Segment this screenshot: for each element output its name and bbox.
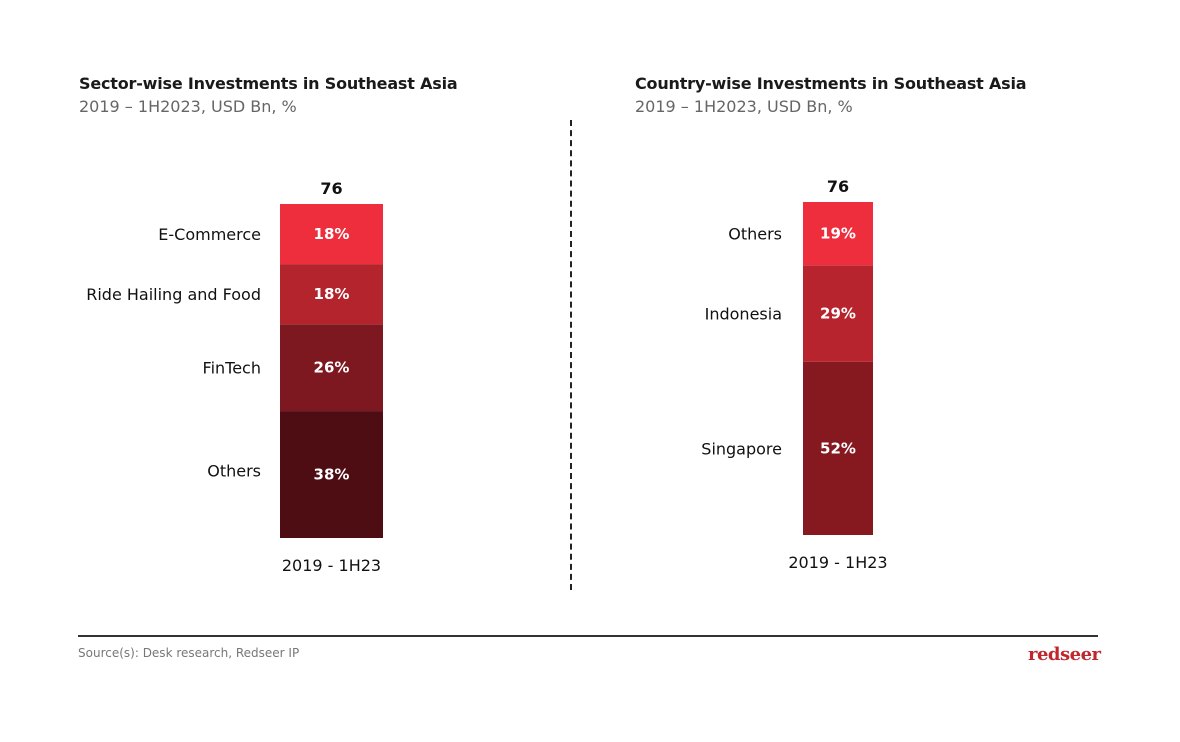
segment-category-label: Singapore [701, 439, 782, 458]
chart-divider [570, 120, 572, 590]
segment-category-label: E-Commerce [158, 225, 261, 244]
bar-segment-indonesia [803, 265, 873, 362]
bar-segment-singapore [803, 361, 873, 535]
chart-2-subtitle: 2019 – 1H2023, USD Bn, % [635, 97, 853, 116]
bar-total-label: 76 [320, 179, 342, 198]
chart-1-subtitle: 2019 – 1H2023, USD Bn, % [79, 97, 297, 116]
bar-total-label: 76 [827, 177, 849, 196]
segment-category-label: Indonesia [705, 305, 782, 324]
segment-category-label: Ride Hailing and Food [86, 285, 261, 304]
bar-segment-others [280, 411, 383, 538]
segment-category-label: Others [207, 462, 261, 481]
bar-segment-fintech [280, 324, 383, 412]
bar-segment-ride-hailing-and-food [280, 264, 383, 325]
footer-divider [78, 635, 1098, 637]
chart-1-title: Sector-wise Investments in Southeast Asi… [79, 74, 458, 93]
segment-data-label: 38% [314, 466, 350, 484]
x-axis-category-label: 2019 - 1H23 [282, 556, 381, 575]
segment-data-label: 19% [820, 225, 856, 243]
segment-data-label: 29% [820, 305, 856, 323]
bar-segment-e-commerce [280, 204, 383, 265]
x-axis-category-label: 2019 - 1H23 [788, 553, 887, 572]
segment-data-label: 18% [314, 285, 350, 303]
segment-category-label: FinTech [203, 359, 261, 378]
segment-category-label: Others [728, 225, 782, 244]
segment-data-label: 26% [314, 359, 350, 377]
segment-data-label: 18% [314, 225, 350, 243]
chart-2-title: Country-wise Investments in Southeast As… [635, 74, 1027, 93]
redseer-logo: redseer [1028, 644, 1101, 665]
source-note: Source(s): Desk research, Redseer IP [78, 646, 300, 660]
segment-data-label: 52% [820, 439, 856, 457]
bar-segment-others [803, 202, 873, 266]
